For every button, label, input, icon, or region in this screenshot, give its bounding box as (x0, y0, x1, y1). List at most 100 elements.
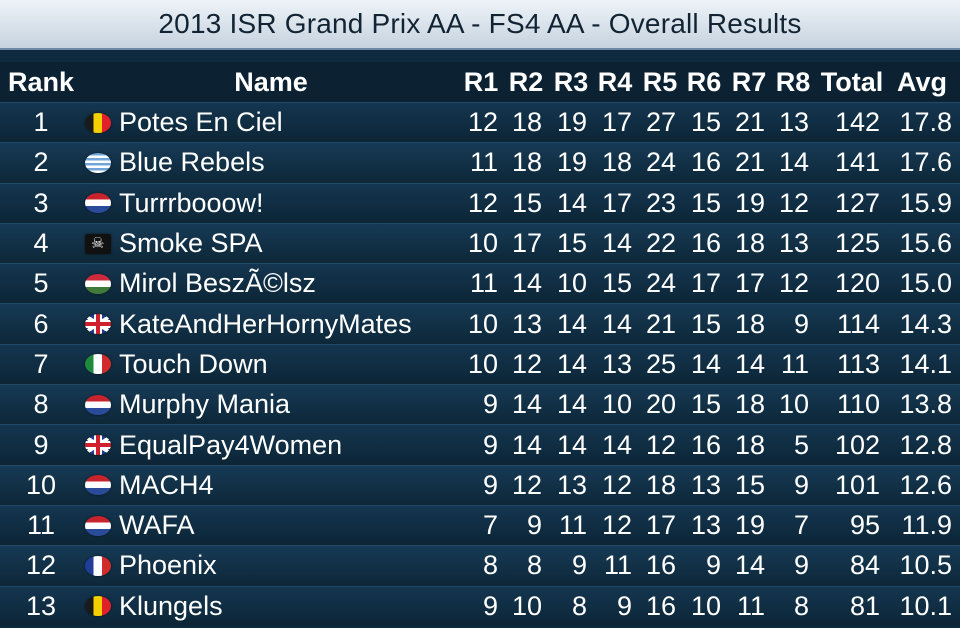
average-score: 15.9 (899, 187, 952, 218)
round-2-score: 18 (511, 147, 542, 178)
round-3-score: 9 (571, 550, 587, 581)
rank-cell: 12 (25, 550, 57, 581)
team-name: EqualPay4Women (119, 429, 343, 460)
netherlands-flag-icon (85, 475, 111, 496)
team-name-cell: Klungels (82, 587, 460, 626)
round-7-score: 19 (734, 510, 765, 541)
total-score: 125 (834, 228, 880, 259)
round-5-score: 17 (645, 510, 676, 541)
round-3-score: 14 (556, 389, 587, 420)
round-2-score: 17 (511, 228, 542, 259)
team-name: KateAndHerHornyMates (119, 308, 412, 339)
rank-cell: 2 (33, 147, 49, 178)
round-8-score: 8 (793, 590, 809, 621)
total-score: 101 (834, 469, 880, 500)
round-3-score: 15 (556, 228, 587, 259)
table-row: 5 Mirol BeszÃ©lsz 11 14 10 15 24 17 17 12 120 15.0 (0, 263, 960, 304)
header-rank: Rank (7, 66, 75, 97)
average-score: 15.0 (899, 268, 952, 299)
average-score: 10.1 (899, 590, 952, 621)
round-3-score: 8 (571, 590, 587, 621)
round-7-score: 19 (734, 187, 765, 218)
round-8-score: 13 (778, 107, 809, 138)
header-name: Name (234, 66, 308, 97)
round-2-score: 9 (526, 510, 542, 541)
round-8-score: 14 (778, 147, 809, 178)
rank-cell: 13 (25, 590, 57, 621)
round-6-score: 15 (690, 107, 721, 138)
header-r2: R2 (508, 66, 544, 97)
round-4-score: 10 (601, 389, 632, 420)
total-score: 142 (834, 107, 880, 138)
round-2-score: 10 (511, 590, 542, 621)
france-flag-icon (85, 555, 111, 576)
round-4-score: 18 (601, 147, 632, 178)
rank-cell: 10 (25, 469, 57, 500)
round-6-score: 16 (690, 228, 721, 259)
round-2-score: 14 (511, 389, 542, 420)
round-6-score: 15 (690, 308, 721, 339)
round-4-score: 13 (601, 348, 632, 379)
average-score: 13.8 (899, 389, 952, 420)
round-4-score: 14 (601, 429, 632, 460)
belgium-flag-icon (85, 596, 111, 617)
average-score: 10.5 (899, 550, 952, 581)
header-r5: R5 (642, 66, 678, 97)
team-name-cell: EqualPay4Women (82, 425, 460, 464)
team-name-cell: Blue Rebels (82, 143, 460, 182)
average-score: 17.6 (899, 147, 952, 178)
round-2-score: 13 (511, 308, 542, 339)
team-name: Potes En Ciel (119, 107, 283, 138)
round-6-score: 9 (705, 550, 721, 581)
round-5-score: 21 (645, 308, 676, 339)
round-3-score: 14 (556, 308, 587, 339)
total-score: 95 (849, 510, 880, 541)
round-5-score: 24 (645, 147, 676, 178)
round-7-score: 11 (736, 590, 765, 621)
team-name-cell: Turrrbooow! (82, 184, 460, 223)
round-8-score: 12 (778, 187, 809, 218)
round-1-score: 11 (469, 147, 498, 178)
team-name: Turrrbooow! (119, 187, 264, 218)
round-8-score: 5 (793, 429, 809, 460)
table-row: 9 EqualPay4Women 9 14 14 14 12 16 18 5 102 12.8 (0, 424, 960, 465)
round-1-score: 9 (482, 389, 498, 420)
round-2-score: 12 (511, 469, 542, 500)
round-2-score: 8 (526, 550, 542, 581)
team-name-cell: Touch Down (82, 345, 460, 384)
round-5-score: 23 (645, 187, 676, 218)
total-score: 141 (834, 147, 880, 178)
uk-flag-icon (85, 314, 111, 335)
round-2-score: 15 (511, 187, 542, 218)
round-1-score: 12 (467, 187, 498, 218)
header-r3: R3 (553, 66, 589, 97)
round-6-score: 13 (690, 510, 721, 541)
table-row: 3 Turrrbooow! 12 15 14 17 23 15 19 12 127 15.9 (0, 182, 960, 223)
round-3-score: 10 (556, 268, 587, 299)
uk-flag-icon (85, 435, 111, 456)
rank-cell: 6 (33, 308, 49, 339)
rank-cell: 9 (33, 429, 49, 460)
round-1-score: 11 (469, 268, 498, 299)
round-7-score: 21 (734, 107, 765, 138)
round-4-score: 12 (601, 510, 632, 541)
round-4-score: 11 (603, 550, 632, 581)
rank-cell: 11 (26, 510, 56, 541)
round-5-score: 16 (645, 550, 676, 581)
round-2-score: 18 (511, 107, 542, 138)
round-8-score: 11 (780, 348, 809, 379)
table-row: 7 Touch Down 10 12 14 13 25 14 14 11 113 14.1 (0, 343, 960, 385)
total-score: 127 (834, 187, 880, 218)
round-8-score: 9 (793, 469, 809, 500)
round-5-score: 16 (645, 590, 676, 621)
round-8-score: 10 (778, 389, 809, 420)
round-4-score: 14 (601, 308, 632, 339)
belgium-flag-icon (85, 112, 111, 133)
round-4-score: 14 (601, 228, 632, 259)
round-7-score: 18 (734, 389, 765, 420)
round-1-score: 9 (482, 429, 498, 460)
round-5-score: 18 (645, 469, 676, 500)
table-row: 13 Klungels 9 10 8 9 16 10 11 8 81 10.1 (0, 585, 960, 626)
results-table: Rank Name R1 R2 R3 R4 R5 R6 R7 R8 Total … (0, 62, 960, 626)
table-row: 4 Smoke SPA 10 17 15 14 22 16 18 13 125 15.6 (0, 222, 960, 264)
